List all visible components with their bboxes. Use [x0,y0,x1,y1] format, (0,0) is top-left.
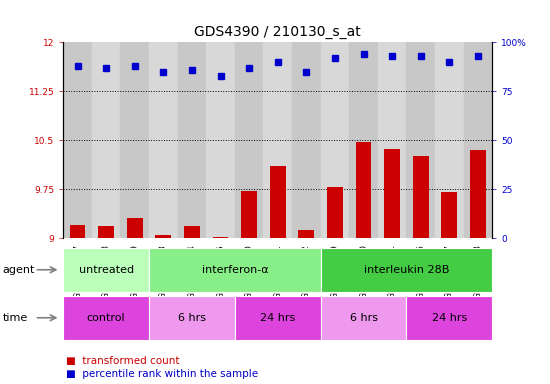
Bar [321,42,349,238]
Text: 6 hrs: 6 hrs [178,313,206,323]
Bar [299,230,314,238]
Bar [470,150,486,238]
Bar [70,225,85,238]
Bar [127,218,142,238]
Bar [292,42,321,238]
Bar [270,166,285,238]
Bar [149,296,235,340]
Text: interleukin 28B: interleukin 28B [364,265,449,275]
Bar [413,157,428,238]
Bar [120,42,149,238]
Text: ■  transformed count: ■ transformed count [66,356,179,366]
Text: 6 hrs: 6 hrs [350,313,377,323]
Text: interferon-α: interferon-α [201,265,268,275]
Bar [149,42,178,238]
Text: untreated: untreated [79,265,134,275]
Bar [464,42,492,238]
Text: time: time [3,313,28,323]
Bar [435,42,464,238]
Bar [442,192,457,238]
Text: agent: agent [3,265,35,275]
Text: GDS4390 / 210130_s_at: GDS4390 / 210130_s_at [194,25,361,39]
Bar [406,42,435,238]
Text: control: control [87,313,125,323]
Bar [321,248,492,292]
Bar [178,42,206,238]
Bar [263,42,292,238]
Bar [98,226,114,238]
Bar [235,42,263,238]
Bar [184,226,200,238]
Text: 24 hrs: 24 hrs [432,313,467,323]
Bar [156,235,171,238]
Bar [63,296,149,340]
Bar [149,248,321,292]
Bar [241,191,257,238]
Bar [63,248,149,292]
Bar [327,187,343,238]
Bar [349,42,378,238]
Bar [378,42,406,238]
Text: 24 hrs: 24 hrs [260,313,295,323]
Bar [206,42,235,238]
Bar [384,149,400,238]
Bar [63,42,92,238]
Bar [213,237,228,238]
Bar [235,296,321,340]
Bar [92,42,120,238]
Text: ■  percentile rank within the sample: ■ percentile rank within the sample [66,369,258,379]
Bar [321,296,406,340]
Bar [406,296,492,340]
Bar [356,142,371,238]
